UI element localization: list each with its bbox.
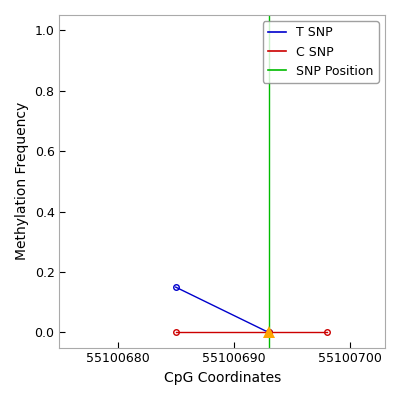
Legend: T SNP, C SNP, SNP Position: T SNP, C SNP, SNP Position xyxy=(263,21,379,83)
Y-axis label: Methylation Frequency: Methylation Frequency xyxy=(15,102,29,260)
X-axis label: CpG Coordinates: CpG Coordinates xyxy=(164,371,281,385)
